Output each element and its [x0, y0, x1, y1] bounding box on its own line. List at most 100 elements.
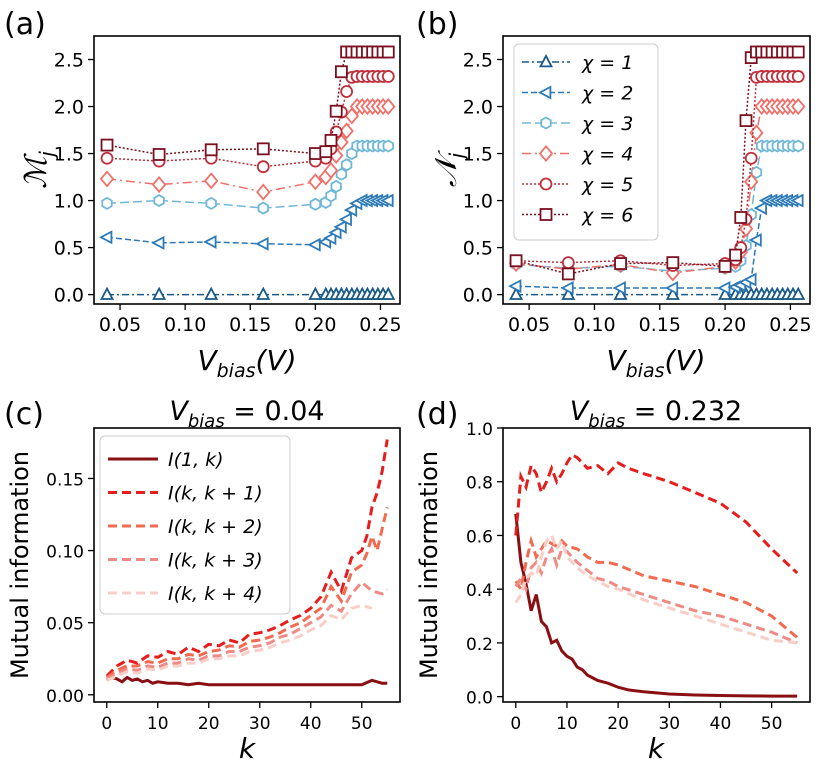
y-tick-label: 0.5 [54, 238, 84, 260]
series-line [514, 535, 799, 639]
panel-d-ylabel: Mutual information [415, 451, 443, 679]
data-point [666, 256, 680, 270]
y-tick-label: 0.0 [54, 285, 84, 307]
data-point [791, 70, 805, 83]
x-tick-label: 0.15 [639, 314, 681, 336]
x-tick-label: 40 [710, 714, 732, 734]
data-point [792, 139, 804, 153]
data-point [203, 234, 217, 249]
y-tick-label: 2.5 [54, 50, 84, 72]
legend-label: I(k, k + 4) [168, 583, 263, 605]
panel-b-chart: 0.05 0.10 0.15 0.20 0.25 0.0 0.5 1.0 1.5 2.0 2.5 χ… [429, 35, 812, 382]
y-tick-label: 0.4 [466, 581, 493, 601]
panel-d-xlabel: k [648, 732, 666, 765]
data-point [734, 211, 748, 224]
x-tick-label: 20 [198, 714, 220, 734]
panel-label-a: (a) [4, 7, 46, 42]
y-tick-label: 0.0 [463, 285, 493, 307]
data-point [100, 286, 115, 300]
data-point [748, 233, 762, 248]
data-point [99, 230, 113, 245]
panel-d-chart: 0 10 20 30 40 50 0.0 0.2 0.4 0.6 0.8 1.0 Vbias = 0.… [415, 396, 811, 765]
data-point [101, 196, 113, 210]
data-point [381, 45, 395, 59]
y-tick-label: 0.0 [466, 689, 493, 709]
data-point [665, 286, 680, 300]
y-tick-label: 2.0 [54, 97, 84, 119]
data-point [509, 286, 524, 300]
data-point [561, 286, 576, 300]
panel-b-xlabel: Vbias(V) [606, 344, 705, 382]
series-line [514, 545, 798, 645]
data-point [335, 65, 348, 79]
legend-label: χ = 6 [581, 205, 633, 227]
data-point [308, 147, 322, 160]
data-point [100, 138, 114, 152]
x-tick-label: 0.10 [164, 314, 206, 336]
series-line [514, 452, 799, 575]
panel-c-legend: I(1, k) I(k, k + 1) I(k, k + 2) I(k, k + 3)… [99, 435, 291, 615]
data-point [324, 133, 338, 147]
x-tick-label: 30 [658, 714, 680, 734]
data-point [151, 176, 167, 194]
data-point [538, 144, 554, 163]
legend-label: χ = 3 [581, 113, 633, 135]
y-tick-label: 0.05 [46, 615, 84, 635]
data-point [538, 85, 552, 100]
data-point [308, 286, 323, 300]
legend-label: χ = 5 [581, 174, 633, 196]
data-point [323, 231, 337, 246]
x-tick-label: 0 [101, 714, 112, 734]
panel-d-ticks: 0 10 20 30 40 50 0.0 0.2 0.4 0.6 0.8 1.0 [466, 420, 782, 734]
x-tick-label: 10 [147, 714, 169, 734]
legend-label: I(k, k + 2) [168, 516, 263, 538]
series-line [514, 532, 798, 645]
data-point [753, 201, 767, 216]
y-tick-label: 0.15 [46, 470, 84, 490]
panel-b-ticks: 0.05 0.10 0.15 0.20 0.25 0.0 0.5 1.0 1.5 2.0 2.5 [463, 50, 812, 336]
y-tick-label: 1.0 [466, 420, 493, 440]
data-point [204, 143, 218, 157]
data-point [750, 165, 763, 179]
data-point [319, 145, 333, 159]
data-point [204, 286, 219, 300]
data-point [382, 139, 394, 153]
data-point [791, 97, 806, 116]
x-tick-label: 40 [300, 714, 322, 734]
panel-a-xlabel: Vbias(V) [197, 344, 296, 382]
panel-a-series [99, 45, 396, 300]
data-point [729, 248, 742, 262]
legend-label: χ = 1 [581, 52, 633, 74]
data-point [381, 97, 396, 116]
panel-a-chart: 0.05 0.10 0.15 0.20 0.25 0.0 0.5 1.0 1.5 2.0 2.5 ℳ… [19, 35, 402, 382]
y-tick-label: 0.5 [463, 238, 493, 260]
data-point [791, 286, 806, 300]
data-point [256, 160, 270, 174]
series-line [106, 675, 388, 687]
data-point [739, 114, 753, 128]
panel-b-legend: χ = 1 χ = 2 χ = 3 χ = 4 χ = 5 χ = 6 [513, 43, 659, 241]
data-point [380, 193, 394, 208]
data-point [613, 286, 628, 300]
panel-c-title: Vbias = 0.04 [169, 396, 324, 432]
panel-d-series [514, 452, 799, 698]
data-point [328, 225, 342, 240]
data-point [99, 170, 115, 188]
y-tick-label: 0.00 [46, 687, 84, 707]
y-tick-label: 1.0 [54, 191, 84, 213]
panel-b-ylabel: 𝒩j [429, 149, 469, 187]
data-point [509, 254, 523, 268]
legend-label: I(k, k + 3) [168, 550, 263, 572]
panel-d-title: Vbias = 0.232 [570, 396, 742, 432]
legend-label: I(k, k + 1) [168, 483, 263, 505]
data-point [539, 208, 553, 221]
data-point [203, 172, 219, 190]
data-point [381, 70, 395, 83]
data-point [152, 148, 166, 161]
x-tick-label: 0.10 [573, 314, 615, 336]
panel-d-plot-frame [502, 427, 811, 703]
x-tick-label: 0.05 [508, 314, 550, 336]
data-point [309, 197, 322, 211]
x-tick-label: 50 [761, 714, 783, 734]
data-point [539, 54, 553, 68]
